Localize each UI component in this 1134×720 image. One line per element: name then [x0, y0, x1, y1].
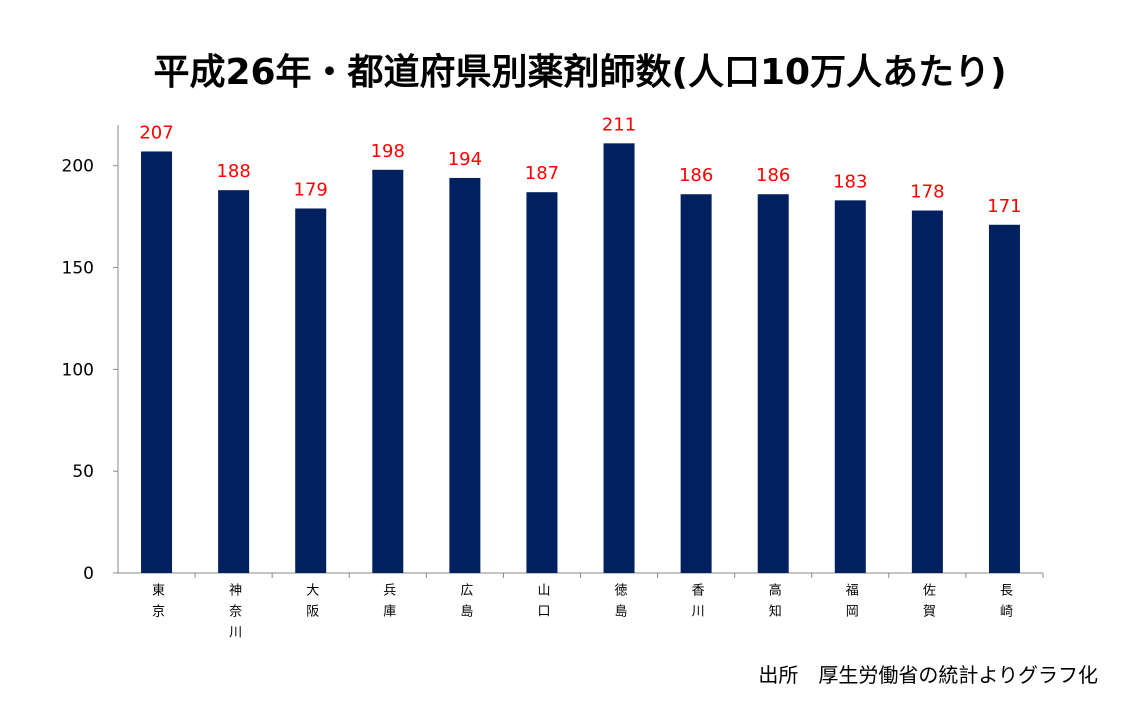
bar [141, 151, 173, 574]
bar [834, 200, 866, 573]
y-tick-label: 150 [62, 259, 94, 279]
chart-title: 平成26年・都道府県別薬剤師数(人口10万人あたり) [153, 51, 1006, 93]
x-tick-label: 福岡 [843, 583, 859, 625]
data-label: 194 [448, 149, 482, 170]
bar [526, 192, 558, 573]
data-label: 186 [756, 165, 790, 186]
bar [295, 208, 327, 573]
x-tick-label: 長崎 [997, 583, 1013, 625]
x-tick-label: 兵庫 [380, 583, 396, 625]
x-tick-label: 山口 [534, 583, 549, 625]
x-tick-label: 東京 [149, 582, 165, 625]
data-label: 179 [294, 179, 328, 200]
bar [372, 169, 404, 574]
y-tick-label: 200 [62, 157, 94, 177]
data-label: 211 [602, 114, 636, 135]
data-label: 207 [139, 122, 173, 143]
bar [988, 224, 1020, 574]
data-label: 171 [987, 196, 1021, 217]
bar [218, 190, 250, 573]
bar [449, 177, 481, 574]
x-tick-label: 香川 [689, 583, 705, 625]
bar [757, 194, 789, 573]
x-tick-label: 高知 [766, 582, 782, 625]
data-label: 198 [371, 141, 405, 162]
y-tick-label: 50 [72, 462, 94, 482]
data-label: 188 [216, 161, 250, 182]
x-tick-label: 神奈川 [226, 583, 242, 646]
y-tick-label: 100 [62, 360, 94, 380]
x-tick-label: 徳島 [612, 583, 628, 625]
x-tick-label: 大阪 [303, 583, 319, 625]
x-tick-label: 佐賀 [920, 583, 936, 625]
bar [680, 194, 712, 573]
y-tick-label: 0 [83, 564, 94, 584]
data-label: 186 [679, 165, 713, 186]
x-tick-label: 広島 [457, 583, 473, 625]
bar [911, 210, 943, 573]
source-note: 出所 厚生労働省の統計よりグラフ化 [758, 663, 1098, 687]
data-label: 183 [833, 171, 867, 192]
data-label: 178 [910, 182, 944, 203]
bar [603, 143, 635, 573]
data-label: 187 [525, 163, 559, 184]
